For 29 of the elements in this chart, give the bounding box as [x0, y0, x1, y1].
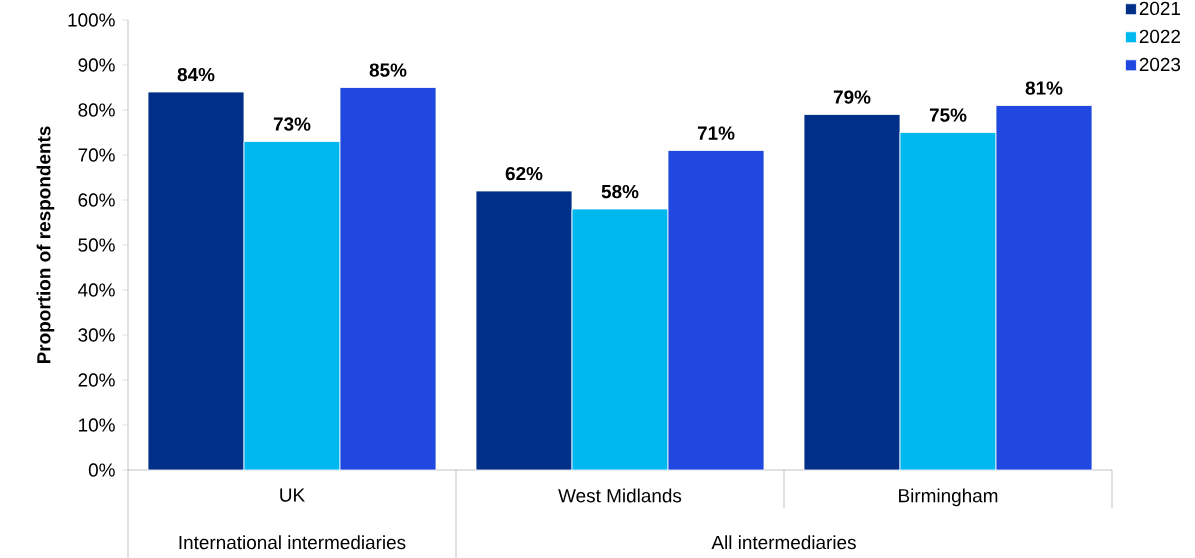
data-label: 81% [1025, 81, 1063, 95]
data-label: 79% [833, 90, 871, 104]
data-label: 73% [273, 117, 311, 131]
data-label: 58% [601, 184, 639, 199]
y-tick-label: 70% [78, 148, 115, 162]
y-tick-label: 40% [78, 283, 115, 297]
y-tick-label: 30% [78, 328, 115, 342]
y-tick-label: 100% [68, 13, 115, 27]
y-tick-label: 50% [78, 238, 115, 252]
data-label: 62% [505, 166, 543, 181]
text: All intermediaries [711, 535, 856, 550]
data-label: 85% [369, 63, 407, 77]
legend-label: 2023 [1139, 57, 1181, 72]
y-tick-label: 0% [88, 463, 115, 477]
data-label: 71% [697, 126, 735, 140]
y-tick-label: 10% [79, 418, 115, 432]
x-tick-label: Birmingham [899, 488, 998, 507]
y-tick-label: 60% [78, 193, 115, 207]
legend-label: 2021 [1139, 1, 1180, 16]
y-tick-label: 80% [78, 103, 115, 117]
x-tick-label: West Midlands [558, 488, 682, 503]
data-label: 84% [177, 67, 215, 82]
legend-label: 2022 [1139, 29, 1180, 44]
x-tick-label: UK [280, 488, 305, 502]
y-tick-label: 20% [78, 373, 115, 387]
text: International intermediaries [179, 535, 406, 550]
data-label: 75% [929, 108, 967, 122]
y-axis-title: Proportion of respondents [36, 126, 55, 364]
y-tick-label: 90% [78, 58, 115, 72]
